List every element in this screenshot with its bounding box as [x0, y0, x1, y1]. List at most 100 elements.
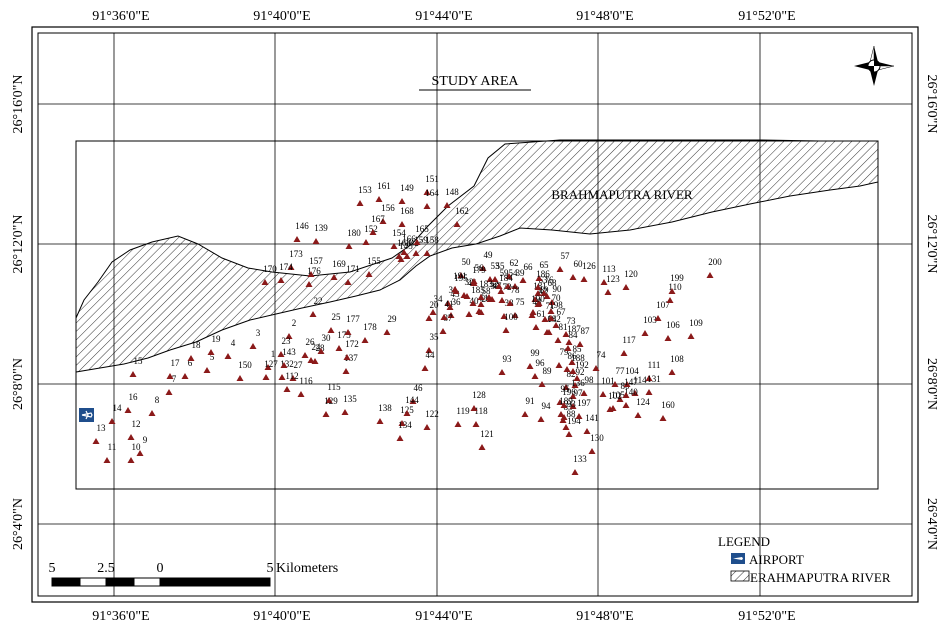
sample-point-label-84: 84 — [569, 330, 579, 340]
sample-point-marker-108 — [668, 369, 676, 375]
sample-point-marker-10 — [127, 457, 135, 463]
sample-point-marker-117 — [620, 350, 628, 356]
sample-point-label-134: 134 — [398, 420, 412, 430]
sample-point-marker-70 — [547, 308, 555, 314]
sample-point-marker-160 — [659, 415, 667, 421]
sample-point-marker-173 — [287, 264, 295, 270]
sample-point-marker-91 — [521, 411, 529, 417]
sample-point-marker-106 — [664, 335, 672, 341]
sample-point-marker-134 — [396, 435, 404, 441]
sample-point-label-181: 181 — [533, 281, 547, 291]
lon-label-bottom-1: 91°36'0"E — [92, 609, 149, 624]
sample-point-marker-73 — [562, 331, 570, 337]
sample-point-label-41: 41 — [445, 299, 454, 309]
sample-point-marker-121 — [478, 444, 486, 450]
sample-point-marker-103 — [641, 330, 649, 336]
sample-point-label-88: 88 — [567, 409, 577, 419]
sample-point-marker-111 — [645, 375, 653, 381]
sample-point-label-140: 140 — [624, 387, 638, 397]
sample-point-marker-152 — [362, 239, 370, 245]
sample-point-label-119: 119 — [456, 406, 470, 416]
sample-point-label-164: 164 — [425, 188, 439, 198]
sample-point-marker-123 — [604, 289, 612, 295]
sample-point-marker-126 — [580, 276, 588, 282]
sample-point-marker-65 — [535, 275, 543, 281]
sample-point-marker-97 — [569, 403, 577, 409]
sample-point-marker-189 — [557, 411, 565, 417]
sample-point-marker-78 — [506, 300, 514, 306]
sample-point-label-33: 33 — [491, 281, 501, 291]
sample-point-marker-135 — [341, 409, 349, 415]
sample-point-label-135: 135 — [343, 394, 357, 404]
sample-point-marker-26 — [301, 352, 309, 358]
sample-point-marker-196 — [560, 402, 568, 408]
study-area-boundary — [75, 140, 879, 490]
sample-point-marker-128 — [470, 405, 478, 411]
sample-point-marker-76 — [540, 290, 548, 296]
sample-point-label-122: 122 — [425, 409, 439, 419]
sample-point-marker-16 — [124, 407, 132, 413]
sample-point-marker-175 — [335, 345, 343, 351]
sample-point-marker-58 — [477, 301, 485, 307]
sample-point-marker-157 — [307, 271, 315, 277]
scale-bar — [51, 577, 271, 587]
sample-point-label-14: 14 — [113, 403, 123, 413]
lat-label-left-4: 26°4'0"N — [11, 498, 26, 550]
sample-point-marker-101 — [599, 391, 607, 397]
sample-point-marker-115 — [325, 397, 333, 403]
sample-point-label-50: 50 — [462, 257, 472, 267]
sample-point-label-23: 23 — [282, 336, 292, 346]
sample-point-label-60: 60 — [574, 259, 584, 269]
sample-point-label-103: 103 — [643, 315, 657, 325]
sample-point-label-165: 165 — [415, 224, 429, 234]
sample-point-label-149: 149 — [400, 183, 414, 193]
sample-point-marker-104 — [623, 381, 631, 387]
sample-point-marker-197 — [575, 413, 583, 419]
sample-point-label-53: 53 — [491, 261, 501, 271]
sample-point-label-137: 137 — [344, 353, 358, 363]
sample-point-label-56: 56 — [475, 263, 485, 273]
sample-point-marker-148 — [443, 202, 451, 208]
sample-point-label-55: 55 — [496, 261, 506, 271]
sample-point-label-69: 69 — [540, 285, 550, 295]
sample-point-marker-143 — [280, 362, 288, 368]
sample-point-label-25: 25 — [332, 312, 342, 322]
sample-point-marker-139 — [312, 238, 320, 244]
sample-point-marker-167 — [369, 229, 377, 235]
sample-point-marker-192 — [573, 375, 581, 381]
sample-point-marker-77 — [611, 381, 619, 387]
sample-point-label-13: 13 — [97, 423, 107, 433]
sample-point-label-111: 111 — [648, 360, 661, 370]
sample-point-marker-1 — [264, 364, 272, 370]
sample-point-label-168: 168 — [400, 206, 414, 216]
legend-river-label: ERAHMAPUTRA RIVER — [750, 570, 891, 585]
sample-point-label-51: 51 — [480, 293, 489, 303]
sample-point-label-113: 113 — [602, 264, 616, 274]
sample-point-label-65: 65 — [540, 260, 550, 270]
sample-point-label-159: 159 — [414, 235, 428, 245]
lat-label-right-4: 26°4'0"N — [924, 498, 939, 550]
sample-point-marker-137 — [342, 368, 350, 374]
sample-point-label-106: 106 — [666, 320, 680, 330]
sample-point-label-193: 193 — [562, 399, 576, 409]
sample-point-label-63: 63 — [539, 275, 549, 285]
sample-point-marker-15 — [129, 371, 137, 377]
sample-point-marker-9 — [136, 450, 144, 456]
sample-point-label-127: 127 — [264, 359, 278, 369]
sample-point-marker-93 — [498, 369, 506, 375]
sample-point-label-81: 81 — [559, 322, 568, 332]
sample-point-marker-151 — [423, 189, 431, 195]
sample-point-marker-53 — [486, 276, 494, 282]
lat-label-left-1: 26°16'0"N — [11, 75, 26, 134]
sample-point-marker-14 — [108, 418, 116, 424]
sample-point-label-66: 66 — [524, 262, 534, 272]
sample-point-marker-149 — [398, 198, 406, 204]
lon-label-top-2: 91°40'0"E — [253, 9, 310, 24]
sample-point-marker-52 — [485, 294, 493, 300]
sample-point-marker-87 — [576, 341, 584, 347]
sample-point-label-73: 73 — [567, 316, 577, 326]
sample-point-label-147: 147 — [624, 377, 638, 387]
sample-point-marker-172 — [343, 354, 351, 360]
sample-point-marker-51 — [475, 308, 483, 314]
lat-label-right-3: 26°8'0"N — [924, 358, 939, 410]
